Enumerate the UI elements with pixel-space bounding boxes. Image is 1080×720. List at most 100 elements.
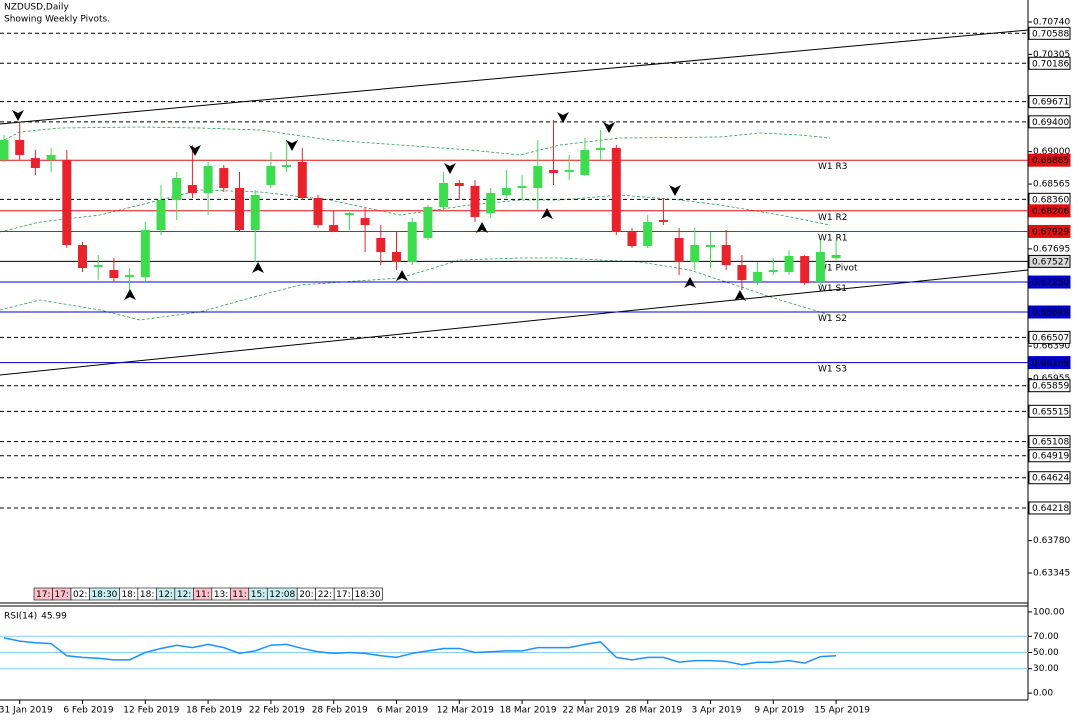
price-label-box: [1028, 379, 1071, 393]
time-label: 02:: [70, 587, 90, 601]
time-label-text: 13:: [214, 590, 228, 600]
candle-body: [0, 140, 9, 160]
price-label: 0.64624: [1032, 474, 1069, 484]
y-tick-label: 0.68565: [1033, 180, 1070, 190]
fractal-arrow: [252, 262, 264, 273]
candle-body: [156, 200, 166, 231]
candle-body: [690, 245, 700, 262]
candle-body: [627, 232, 637, 247]
y-tick-label: 0.69000: [1033, 147, 1070, 157]
price-label: 0.66169: [1032, 359, 1069, 369]
candle-body: [423, 207, 433, 239]
indicator-value: 45.99: [41, 612, 67, 622]
candle-body: [376, 238, 386, 253]
price-label: 0.70588: [1032, 29, 1069, 39]
time-label-text: 12:: [177, 590, 191, 600]
candle-body: [187, 185, 197, 193]
pivot-name: W1 S3: [818, 365, 847, 375]
candle-body: [172, 178, 182, 200]
time-label-text: 18:: [140, 590, 154, 600]
fractal-arrow: [603, 122, 615, 133]
price-label-box: [1028, 115, 1071, 129]
candle-body: [250, 195, 260, 231]
fractal-arrow: [541, 208, 553, 219]
x-tick-label: 31 Jan 2019: [0, 706, 53, 716]
time-label: 22:: [315, 587, 335, 601]
candle-body: [674, 238, 684, 262]
overlays: [0, 29, 1029, 376]
y-tick-label: 100.00: [1033, 607, 1065, 617]
time-label-text: 17:: [36, 590, 50, 600]
candle-body: [580, 150, 590, 176]
y-tick-label: 30.00: [1033, 664, 1059, 674]
y-tick-label: 0.70305: [1033, 50, 1070, 60]
price-label: 0.65859: [1032, 382, 1069, 392]
rsi-line: [3, 637, 837, 666]
fractal-arrow: [476, 222, 488, 233]
fractal-arrow: [557, 112, 569, 123]
candle-body: [203, 166, 213, 193]
candle-body: [831, 254, 841, 259]
price-label: 0.70186: [1032, 59, 1069, 69]
pivot-name: W1 R1: [818, 233, 847, 243]
candle-body: [800, 256, 810, 284]
time-label-text: 15:: [251, 590, 265, 600]
time-label-text: 12:: [158, 590, 172, 600]
price-label: 0.66848: [1032, 308, 1069, 318]
fractal-arrow: [12, 110, 24, 121]
pivot-name: W1 R3: [818, 162, 847, 172]
time-label: 18:: [119, 587, 139, 601]
price-label-box: [1028, 275, 1071, 289]
y-tick-label: 0.67695: [1033, 244, 1070, 254]
fractal-arrow: [669, 185, 681, 196]
price-label-box: [1028, 471, 1071, 485]
candle-body: [706, 245, 715, 248]
fractal-arrow: [286, 140, 298, 151]
time-label: 15:: [248, 587, 268, 601]
time-label: 20:: [296, 587, 316, 601]
price-label: 0.68885: [1032, 156, 1069, 166]
time-label: 18:30: [352, 587, 383, 601]
price-label: 0.67527: [1032, 257, 1069, 267]
x-tick-label: 12 Feb 2019: [123, 706, 179, 716]
price-label: 0.69671: [1032, 98, 1069, 108]
candle-body: [454, 183, 464, 186]
price-label-box: [1028, 204, 1071, 218]
candle-body: [768, 270, 778, 272]
time-label-text: 18:30: [91, 590, 117, 600]
trendline-upper: [0, 29, 1029, 125]
candle-body: [266, 166, 276, 186]
time-label: 13:: [211, 587, 231, 601]
candle-body: [533, 166, 543, 189]
x-tick-label: 12 Mar 2019: [437, 706, 494, 716]
price-label: 0.64218: [1032, 504, 1069, 514]
candle-body: [329, 225, 339, 233]
x-tick-label: 28 Mar 2019: [625, 706, 682, 716]
candle-body: [282, 164, 292, 167]
time-label: 17:: [52, 587, 72, 601]
time-label-text: 17:: [54, 590, 68, 600]
price-label: 0.65108: [1032, 438, 1069, 448]
y-tick-label: 0.65955: [1033, 374, 1070, 384]
candle-body: [407, 221, 417, 262]
candle-body: [501, 188, 511, 196]
candle-body: [46, 154, 56, 160]
price-label: 0.69400: [1032, 118, 1069, 128]
price-label-box: [1028, 449, 1071, 463]
pivot-name: W1 S2: [818, 314, 847, 324]
price-label: 0.66507: [1032, 333, 1069, 343]
candle-body: [564, 170, 574, 172]
y-tick-label: 0.63780: [1033, 536, 1070, 546]
time-label-text: 18:: [121, 590, 135, 600]
price-label-box: [1028, 501, 1071, 515]
price-label: 0.67250: [1032, 278, 1069, 288]
candle-body: [30, 158, 40, 169]
candle-body: [721, 245, 731, 266]
candle-body: [125, 275, 135, 278]
candle-body: [439, 183, 449, 208]
price-label-box: [1028, 356, 1071, 370]
envelope-middle: [0, 189, 831, 233]
price-label: 0.65515: [1032, 407, 1069, 417]
price-label-box: [1028, 26, 1071, 40]
